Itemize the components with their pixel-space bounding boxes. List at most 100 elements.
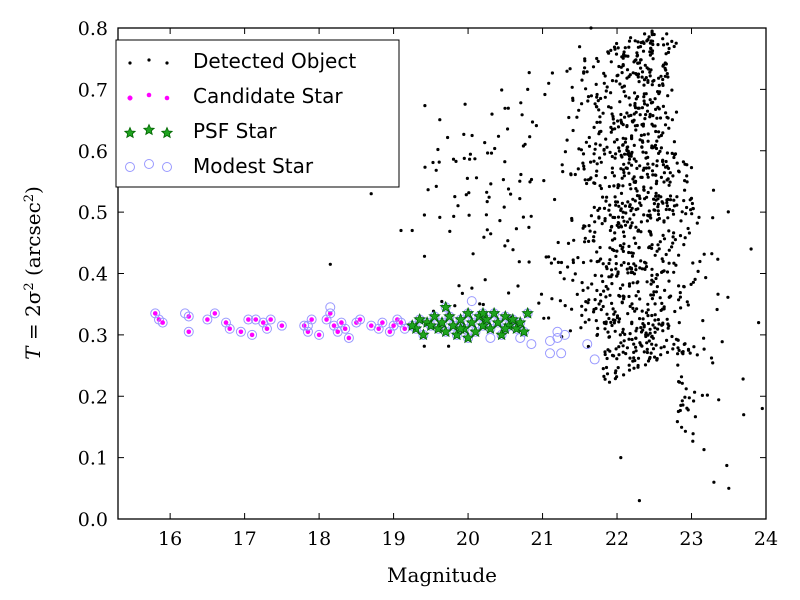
detected-object-point — [639, 230, 643, 234]
detected-object-point — [652, 78, 656, 83]
detected-object-point — [667, 248, 671, 252]
y-axis-label: T = 2σ2 (arcsec2) — [21, 186, 45, 360]
detected-object-point — [665, 201, 669, 205]
detected-object-point — [685, 406, 689, 410]
detected-object-point — [640, 106, 645, 110]
detected-object-point — [620, 121, 624, 125]
y-label-sup: 2 — [22, 282, 37, 290]
detected-object-point — [657, 130, 661, 134]
detected-object-point — [620, 71, 624, 75]
detected-object-point — [658, 240, 662, 244]
detected-object-point — [675, 195, 679, 199]
detected-object-point — [632, 175, 636, 179]
detected-object-point — [642, 188, 646, 192]
detected-object-point — [556, 240, 560, 245]
detected-object-point — [629, 163, 634, 167]
detected-object-point — [519, 172, 523, 177]
detected-object-point — [638, 266, 642, 270]
detected-object-point — [640, 139, 645, 143]
detected-object-point — [655, 164, 659, 168]
detected-object-point — [588, 229, 592, 233]
y-tick-label: 0.1 — [78, 448, 108, 470]
detected-object-point — [634, 294, 638, 298]
detected-object-point — [628, 103, 632, 107]
detected-object-point — [689, 196, 694, 200]
detected-object-point — [637, 80, 641, 84]
detected-object-point — [620, 247, 624, 251]
detected-object-point — [517, 260, 521, 264]
detected-object-point — [643, 102, 647, 106]
detected-object-point — [573, 172, 577, 177]
detected-object-point — [621, 136, 625, 140]
detected-object-point — [647, 166, 651, 170]
detected-object-point — [726, 295, 730, 299]
detected-object-point — [639, 326, 643, 330]
detected-object-point — [630, 134, 634, 138]
detected-object-point — [596, 326, 600, 330]
detected-object-point — [436, 147, 440, 152]
psf-star-point — [461, 306, 475, 319]
detected-object-point — [587, 135, 591, 140]
detected-object-point — [635, 54, 639, 58]
detected-object-point — [471, 252, 475, 256]
detected-object-point — [589, 259, 593, 263]
psf-star-point — [517, 325, 531, 338]
detected-object-point — [615, 138, 619, 142]
detected-object-point — [648, 115, 652, 119]
detected-object-point — [693, 415, 698, 419]
detected-object-point — [539, 292, 544, 296]
detected-object-point — [621, 184, 625, 188]
detected-object-point — [627, 294, 631, 299]
detected-object-point — [632, 143, 636, 147]
detected-object-point — [672, 261, 676, 265]
detected-object-point — [484, 213, 488, 217]
detected-object-point — [650, 33, 654, 37]
y-tick-label: 0.5 — [78, 202, 108, 224]
detected-object-point — [583, 178, 587, 182]
detected-object-point — [691, 439, 695, 443]
detected-object-point — [646, 162, 650, 166]
detected-object-point — [651, 280, 656, 284]
detected-object-point — [685, 300, 689, 304]
detected-object-point — [599, 299, 603, 303]
detected-object-point — [665, 270, 670, 274]
detected-object-point — [627, 337, 631, 341]
detected-object-point — [659, 146, 664, 150]
detected-object-point — [625, 125, 629, 129]
modest-star-point — [221, 317, 231, 328]
detected-object-point — [465, 176, 469, 180]
detected-object-point — [644, 331, 648, 335]
detected-object-point — [619, 225, 624, 229]
detected-object-point — [583, 320, 587, 324]
detected-object-point — [662, 220, 666, 224]
detected-object-point — [644, 76, 648, 80]
detected-object-point — [594, 105, 599, 109]
candidate-star-point — [402, 326, 408, 332]
detected-object-point — [606, 348, 610, 352]
candidate-star-point — [205, 317, 210, 322]
detected-object-point — [645, 341, 649, 345]
detected-object-point — [620, 55, 624, 59]
detected-object-point — [623, 140, 628, 144]
detected-object-point — [749, 247, 753, 251]
detected-object-point — [628, 204, 632, 209]
modest-star-point — [582, 339, 593, 350]
detected-object-point — [655, 116, 659, 120]
detected-object-point — [658, 116, 663, 120]
modest-star-point — [466, 296, 477, 307]
detected-object-point — [680, 399, 684, 403]
detected-object-point — [607, 380, 612, 384]
detected-object-point — [623, 152, 627, 156]
detected-object-point — [609, 275, 613, 279]
detected-object-point — [621, 344, 625, 348]
detected-object-point — [576, 167, 580, 171]
detected-object-point — [650, 273, 654, 277]
detected-object-point — [665, 151, 670, 155]
detected-object-point — [587, 144, 592, 148]
detected-object-point — [608, 213, 612, 217]
detected-object-point — [656, 205, 660, 209]
detected-object-point — [628, 217, 632, 221]
modest-star-point — [265, 314, 276, 325]
detected-object-point — [578, 45, 582, 49]
detected-object-point — [639, 203, 643, 207]
